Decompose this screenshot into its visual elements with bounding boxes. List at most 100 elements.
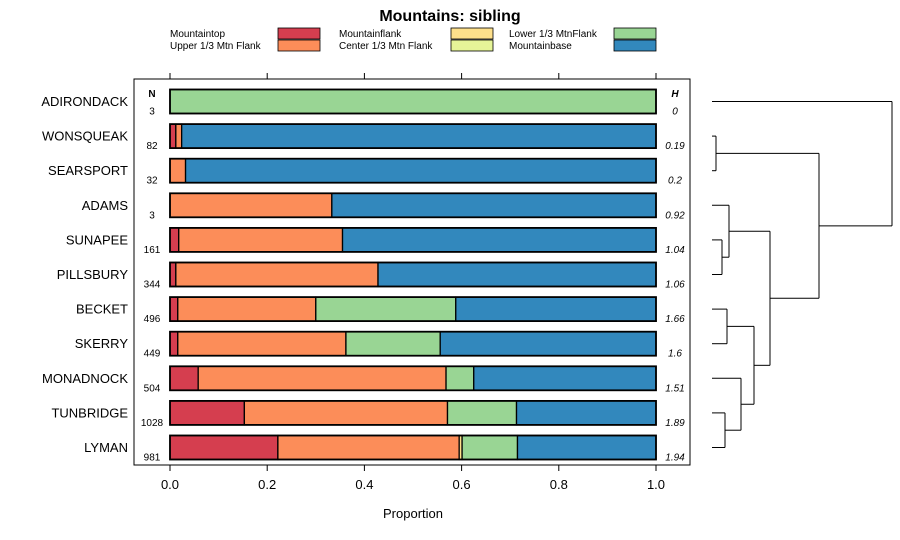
legend-label-mountainbase: Mountainbase	[509, 41, 572, 52]
bar-tunbridge-upper-1-3-mtn-flank	[243, 400, 449, 426]
legend-label-mountainflank: Mountainflank	[339, 29, 402, 40]
bar-searsport-mountainbase	[184, 158, 657, 184]
row-label-becket: BECKET	[76, 302, 128, 317]
h-value-adirondack: 0	[672, 107, 678, 118]
bar-adams-mountainbase	[331, 192, 657, 218]
row-label-wonsqueak: WONSQUEAK	[42, 129, 128, 144]
x-tick-label: 0.0	[161, 477, 179, 492]
plot-frame	[133, 78, 691, 466]
dendrogram	[712, 101, 893, 448]
n-value-skerry: 449	[144, 349, 161, 360]
n-value-adams: 3	[149, 210, 155, 221]
bar-outline-adams	[169, 192, 657, 219]
bar-outline-tunbridge	[169, 399, 657, 426]
row-labels: ADIRONDACK 3 0 WONSQUEAK 82 0.19 SEARSPORT 32 0.…	[41, 94, 685, 464]
h-value-lyman: 1.94	[665, 453, 685, 464]
bar-becket-mountainbase	[455, 296, 657, 322]
bar-monadnock-lower-1-3-mtnflank	[445, 365, 475, 391]
x-tick-label: 0.4	[355, 477, 373, 492]
bar-outline-skerry	[169, 330, 657, 357]
bar-becket-mountaintop	[169, 296, 179, 322]
legend-label-center-1-3-mtn-flank: Center 1/3 Mtn Flank	[339, 41, 433, 52]
bar-pillsbury-mountainbase	[377, 261, 657, 288]
n-value-lyman: 981	[144, 453, 161, 464]
legend-swatch-center-1-3-mtn-flank	[450, 39, 494, 52]
n-value-sunapee: 161	[144, 245, 161, 256]
bars	[169, 88, 657, 461]
row-label-lyman: LYMAN	[84, 440, 128, 455]
row-label-pillsbury: PILLSBURY	[57, 267, 129, 282]
bar-outline-becket	[169, 296, 657, 323]
h-value-skerry: 1.6	[668, 349, 682, 360]
legend-swatch-mountainflank	[450, 27, 494, 40]
bar-pillsbury-upper-1-3-mtn-flank	[175, 261, 379, 288]
x-tick-label: 0.6	[453, 477, 471, 492]
h-value-monadnock: 1.51	[665, 383, 684, 394]
bar-monadnock-mountaintop	[169, 365, 199, 391]
h-value-wonsqueak: 0.19	[665, 141, 685, 152]
bar-searsport-upper-1-3-mtn-flank	[169, 158, 187, 184]
bar-outline-wonsqueak	[169, 123, 657, 149]
bar-skerry-upper-1-3-mtn-flank	[177, 331, 347, 357]
bar-wonsqueak-mountainbase	[181, 123, 657, 149]
n-value-pillsbury: 344	[144, 280, 161, 291]
bar-monadnock-mountainbase	[473, 365, 657, 391]
n-value-monadnock: 504	[144, 383, 161, 394]
bar-sunapee-mountainbase	[341, 227, 657, 253]
bar-adirondack-lower-1-3-mtnflank	[169, 88, 657, 115]
h-value-adams: 0.92	[665, 210, 685, 221]
h-value-tunbridge: 1.89	[665, 418, 685, 429]
bar-outline-sunapee	[169, 226, 657, 253]
n-value-tunbridge: 1028	[141, 418, 164, 429]
legend-label-upper-1-3-mtn-flank: Upper 1/3 Mtn Flank	[170, 41, 262, 52]
row-label-searsport: SEARSPORT	[48, 163, 128, 178]
legend-swatch-mountaintop	[277, 27, 321, 40]
legend-swatch-lower-1-3-mtnflank	[613, 27, 657, 40]
bar-tunbridge-lower-1-3-mtnflank	[446, 400, 518, 426]
bar-lyman-lower-1-3-mtnflank	[461, 434, 519, 461]
n-value-wonsqueak: 82	[146, 141, 158, 152]
h-value-sunapee: 1.04	[665, 245, 685, 256]
n-value-adirondack: 3	[149, 107, 155, 118]
bar-becket-upper-1-3-mtn-flank	[177, 296, 317, 322]
h-column-header: H	[671, 89, 679, 100]
n-column-header: N	[148, 89, 155, 100]
row-label-adirondack: ADIRONDACK	[41, 94, 128, 109]
row-label-tunbridge: TUNBRIDGE	[51, 405, 128, 420]
h-value-becket: 1.66	[665, 314, 685, 325]
bar-lyman-mountainbase	[516, 434, 657, 461]
x-axis: 0.0 0.2 0.4 0.6 0.8 1.0	[161, 73, 665, 492]
n-value-becket: 496	[144, 314, 161, 325]
bar-lyman-upper-1-3-mtn-flank	[277, 434, 460, 461]
bar-becket-lower-1-3-mtnflank	[315, 296, 457, 322]
bar-outline-searsport	[169, 157, 657, 184]
bar-outline-monadnock	[169, 365, 657, 392]
legend-swatch-upper-1-3-mtn-flank	[277, 39, 321, 52]
legend-label-mountaintop: Mountaintop	[170, 29, 225, 40]
bar-sunapee-upper-1-3-mtn-flank	[178, 227, 344, 253]
x-tick-label: 0.8	[550, 477, 568, 492]
n-value-searsport: 32	[146, 176, 158, 187]
row-label-skerry: SKERRY	[75, 336, 129, 351]
bar-sunapee-mountaintop	[169, 227, 180, 253]
h-value-searsport: 0.2	[668, 176, 682, 187]
row-label-adams: ADAMS	[82, 198, 129, 213]
bar-tunbridge-mountainbase	[515, 400, 657, 426]
bar-lyman-mountaintop	[169, 434, 279, 461]
bar-adams-upper-1-3-mtn-flank	[169, 192, 333, 218]
x-axis-title: Proportion	[383, 506, 443, 521]
bar-wonsqueak-upper-1-3-mtn-flank	[175, 123, 183, 149]
row-label-sunapee: SUNAPEE	[66, 232, 128, 247]
legend-label-lower-1-3-mtnflank: Lower 1/3 MtnFlank	[509, 29, 598, 40]
bar-monadnock-upper-1-3-mtn-flank	[197, 365, 447, 391]
row-label-monadnock: MONADNOCK	[42, 371, 128, 386]
bar-tunbridge-mountaintop	[169, 400, 246, 426]
legend-swatch-mountainbase	[613, 39, 657, 52]
bar-skerry-mountainbase	[439, 331, 657, 357]
x-tick-label: 0.2	[258, 477, 276, 492]
x-tick-label: 1.0	[647, 477, 665, 492]
bar-skerry-lower-1-3-mtnflank	[345, 331, 441, 357]
chart-title: Mountains: sibling	[379, 8, 520, 25]
